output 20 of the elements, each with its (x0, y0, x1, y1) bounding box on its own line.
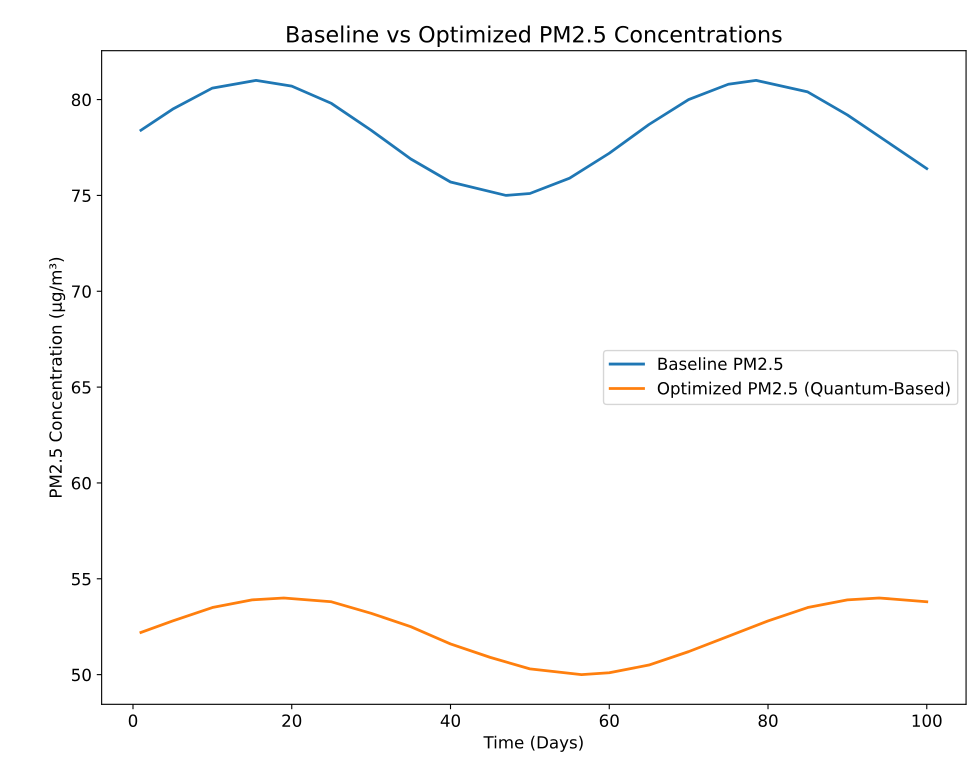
x-tick-label: 40 (440, 714, 460, 727)
x-tick-label: 0 (128, 714, 138, 727)
y-tick-label: 50 (72, 668, 91, 682)
line-series (140, 596, 928, 676)
x-axis-title: Time (Days) (483, 736, 583, 752)
chart-title: Baseline vs Optimized PM2.5 Concentrations (287, 25, 782, 47)
x-tick-label: 80 (758, 714, 778, 727)
y-tick-label: 65 (72, 381, 90, 394)
legend-label: Baseline PM2.5 (658, 357, 782, 370)
y-tick-label: 60 (72, 476, 91, 490)
x-tick-label: 100 (912, 714, 942, 727)
x-tick-label: 20 (282, 714, 302, 727)
legend-label: Optimized PM2.5 (Quantum-Based) (658, 382, 950, 398)
y-tick-label: 70 (72, 285, 91, 298)
x-tick-label: 60 (600, 714, 619, 727)
y-axis-title: PM2.5 Concentration (µg/m³) (49, 258, 66, 497)
y-tick-label: 75 (72, 190, 90, 202)
line-series (140, 79, 928, 197)
y-tick-label: 80 (72, 94, 91, 106)
y-tick-label: 55 (72, 572, 90, 586)
